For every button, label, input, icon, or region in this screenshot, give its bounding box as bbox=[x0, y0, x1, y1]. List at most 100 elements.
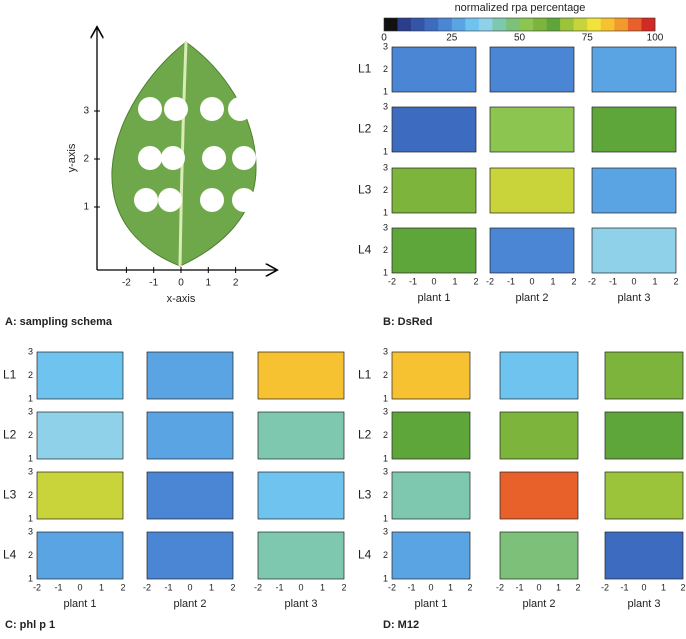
y-tick-label: 2 bbox=[383, 64, 388, 74]
plant-label: plant 2 bbox=[173, 598, 206, 610]
y-tick-label: 3 bbox=[383, 466, 388, 476]
x-tick-label: 0 bbox=[187, 582, 192, 592]
plant-label: plant 1 bbox=[414, 598, 447, 610]
plant-label: plant 2 bbox=[515, 292, 548, 304]
y-tick-label: 3 bbox=[28, 406, 33, 416]
panel-caption: D: M12 bbox=[383, 619, 419, 631]
contour-plot bbox=[257, 411, 345, 460]
colorbar-segment bbox=[587, 18, 602, 31]
colorbar-segment bbox=[560, 18, 574, 31]
x-tick-label: 0 bbox=[77, 582, 82, 592]
x-tick-label: 1 bbox=[556, 582, 561, 592]
panel-caption: B: DsRed bbox=[383, 316, 433, 328]
x-tick-label: 0 bbox=[428, 582, 433, 592]
colorbar-segment bbox=[438, 18, 453, 31]
x-tick-label: -2 bbox=[388, 582, 396, 592]
colorbar-segment bbox=[546, 18, 561, 31]
y-tick-label: 2 bbox=[28, 430, 33, 440]
y-tick-label: 3 bbox=[83, 106, 89, 117]
x-tick-label: -2 bbox=[486, 276, 494, 286]
y-tick-label: 3 bbox=[383, 101, 388, 111]
colorbar-segment bbox=[627, 18, 642, 31]
y-tick-label: 1 bbox=[28, 453, 33, 463]
y-tick-label: 3 bbox=[28, 346, 33, 356]
x-tick-label: 0 bbox=[529, 276, 534, 286]
x-tick-label: -1 bbox=[409, 276, 417, 286]
y-tick-label: 2 bbox=[383, 550, 388, 560]
contour-plot bbox=[257, 351, 345, 400]
contour-plot bbox=[391, 227, 477, 274]
row-label: L2 bbox=[358, 428, 372, 442]
contour-plot bbox=[489, 46, 575, 93]
contour-plot bbox=[604, 531, 684, 580]
x-tick-label: 1 bbox=[320, 582, 325, 592]
x-tick-label: -2 bbox=[496, 582, 504, 592]
x-tick-label: -1 bbox=[54, 582, 62, 592]
panel-caption: C: phl p 1 bbox=[5, 619, 55, 631]
contour-plot bbox=[36, 351, 124, 400]
contour-plot bbox=[36, 411, 124, 460]
y-tick-label: 1 bbox=[83, 202, 89, 213]
contour-plot bbox=[489, 167, 575, 214]
x-tick-label: -2 bbox=[122, 278, 131, 289]
contour-plot bbox=[146, 351, 234, 400]
colorbar-segment bbox=[600, 18, 615, 31]
x-tick-label: -1 bbox=[620, 582, 628, 592]
x-tick-label: 2 bbox=[673, 276, 678, 286]
x-tick-label: -2 bbox=[33, 582, 41, 592]
row-label: L3 bbox=[358, 183, 372, 197]
x-tick-label: 1 bbox=[448, 582, 453, 592]
x-tick-label: 2 bbox=[341, 582, 346, 592]
plant-label: plant 3 bbox=[284, 598, 317, 610]
colorbar-segment bbox=[424, 18, 439, 31]
y-tick-label: 3 bbox=[383, 346, 388, 356]
colorbar-segment bbox=[411, 18, 425, 31]
colorbar-tick-label: 75 bbox=[582, 33, 594, 44]
x-tick-label: -1 bbox=[164, 582, 172, 592]
contour-plot bbox=[499, 471, 579, 520]
y-tick-label: 1 bbox=[28, 513, 33, 523]
colorbar-tick-label: 100 bbox=[647, 33, 664, 44]
x-tick-label: 0 bbox=[536, 582, 541, 592]
row-label: L2 bbox=[3, 428, 17, 442]
contour-plot bbox=[36, 471, 124, 520]
row-label: L4 bbox=[358, 548, 372, 562]
x-tick-label: -1 bbox=[149, 278, 158, 289]
contour-plot bbox=[391, 106, 477, 153]
x-tick-label: 2 bbox=[680, 582, 685, 592]
x-axis-label: x-axis bbox=[167, 293, 196, 305]
row-label: L1 bbox=[358, 368, 372, 382]
y-tick-label: 1 bbox=[383, 573, 388, 583]
y-tick-label: 2 bbox=[383, 185, 388, 195]
y-tick-label: 1 bbox=[383, 393, 388, 403]
x-tick-label: 2 bbox=[467, 582, 472, 592]
x-tick-label: 1 bbox=[550, 276, 555, 286]
y-tick-label: 1 bbox=[383, 207, 388, 217]
contour-plot bbox=[257, 471, 345, 520]
contour-plot bbox=[146, 531, 234, 580]
y-tick-label: 2 bbox=[383, 370, 388, 380]
contour-plot bbox=[591, 46, 677, 93]
row-label: L1 bbox=[3, 368, 17, 382]
y-tick-label: 2 bbox=[383, 124, 388, 134]
colorbar-frame bbox=[383, 17, 656, 32]
contour-plot bbox=[36, 531, 124, 580]
contour-plot bbox=[499, 351, 579, 400]
leaf bbox=[111, 41, 257, 267]
y-tick-label: 2 bbox=[28, 370, 33, 380]
row-label: L2 bbox=[358, 122, 372, 136]
contour-plot bbox=[499, 411, 579, 460]
colorbar-segment bbox=[465, 18, 480, 31]
y-tick-label: 1 bbox=[28, 573, 33, 583]
x-tick-label: -2 bbox=[388, 276, 396, 286]
x-tick-label: 1 bbox=[99, 582, 104, 592]
colorbar-segment bbox=[614, 18, 629, 31]
row-label: L3 bbox=[3, 488, 17, 502]
contour-plot bbox=[146, 411, 234, 460]
y-tick-label: 2 bbox=[383, 490, 388, 500]
x-tick-label: -1 bbox=[275, 582, 283, 592]
colorbar-segment bbox=[533, 18, 547, 31]
plant-label: plant 1 bbox=[417, 292, 450, 304]
contour-plot bbox=[489, 227, 575, 274]
